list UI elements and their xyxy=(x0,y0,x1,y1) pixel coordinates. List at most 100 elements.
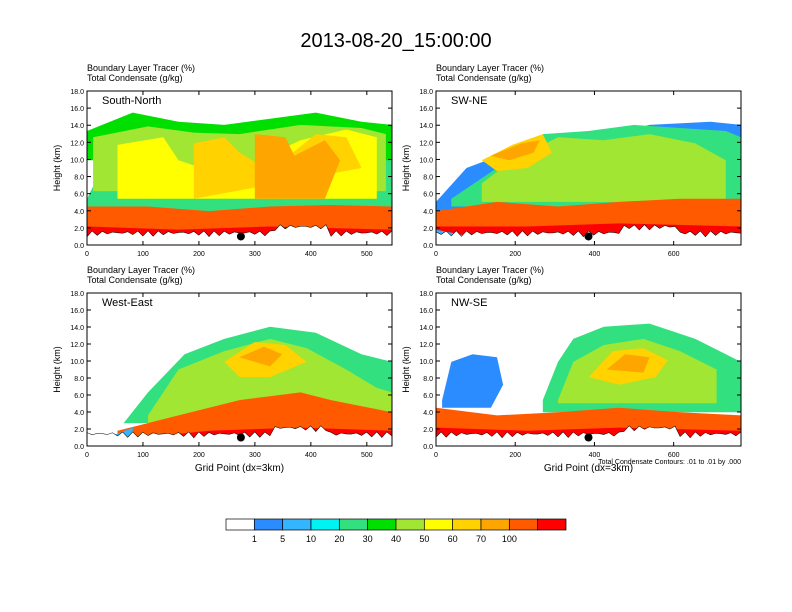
colorbar-swatch xyxy=(480,518,510,531)
location-marker xyxy=(584,433,593,442)
y-tick-label: 4.0 xyxy=(423,410,433,417)
panel-left-title: Total Condensate (g/kg) xyxy=(87,275,183,285)
colorbar-swatch xyxy=(395,518,425,531)
location-marker xyxy=(236,232,245,241)
field-shading xyxy=(436,91,741,245)
x-tick-label: 300 xyxy=(249,452,261,459)
x-tick-label: 600 xyxy=(668,251,680,258)
colorbar-label: 1 xyxy=(252,534,257,544)
colorbar-swatch xyxy=(508,518,539,531)
panel-left-title: Total Condensate (g/kg) xyxy=(87,73,183,83)
field-shading xyxy=(87,293,392,446)
x-tick-label: 500 xyxy=(361,251,373,258)
panel-left-title: Boundary Layer Tracer (%) xyxy=(436,265,544,275)
y-tick-label: 2.0 xyxy=(423,427,433,434)
panel-west-east: Boundary Layer Tracer (%)Total Condensat… xyxy=(52,265,393,474)
x-tick-label: 400 xyxy=(305,251,317,258)
colorbar-label: 10 xyxy=(306,534,316,544)
y-tick-label: 8.0 xyxy=(74,376,84,383)
y-tick-label: 12.0 xyxy=(419,342,433,349)
colorbar-swatch xyxy=(310,518,340,531)
y-tick-label: 8.0 xyxy=(423,376,433,383)
y-tick-label: 10.0 xyxy=(70,359,84,366)
panel-left-title: Boundary Layer Tracer (%) xyxy=(87,63,195,73)
y-tick-label: 10.0 xyxy=(419,359,433,366)
field-contour-band xyxy=(606,354,650,373)
y-tick-label: 0.0 xyxy=(423,243,433,250)
x-tick-label: 0 xyxy=(434,251,438,258)
x-tick-label: 400 xyxy=(305,452,317,459)
colorbar-swatch xyxy=(537,518,567,531)
x-tick-label: 100 xyxy=(137,251,149,258)
y-tick-label: 16.0 xyxy=(419,106,433,113)
colorbar-label: 30 xyxy=(363,534,373,544)
plot-frame xyxy=(86,90,393,246)
y-tick-label: 16.0 xyxy=(70,106,84,113)
colorbar-swatch xyxy=(282,518,312,531)
plot-frame xyxy=(86,292,393,447)
y-tick-label: 16.0 xyxy=(419,308,433,315)
y-tick-label: 0.0 xyxy=(423,444,433,451)
y-tick-label: 12.0 xyxy=(419,140,433,147)
field-contour-band xyxy=(490,140,540,161)
y-axis-label: Height (km) xyxy=(52,145,62,192)
y-tick-label: 2.0 xyxy=(74,427,84,434)
x-tick-label: 100 xyxy=(137,452,149,459)
y-tick-label: 14.0 xyxy=(70,123,84,130)
field-contour-band xyxy=(442,354,504,408)
y-tick-label: 12.0 xyxy=(70,140,84,147)
panel-left-title: Total Condensate (g/kg) xyxy=(436,73,532,83)
contour-footnote: Total Condensate Contours: .01 to .01 by… xyxy=(598,459,741,466)
x-tick-label: 600 xyxy=(668,452,680,459)
x-tick-label: 0 xyxy=(85,251,89,258)
x-axis-label: Grid Point (dx=3km) xyxy=(195,463,284,474)
y-axis-label: Height (km) xyxy=(52,346,62,393)
y-tick-label: 4.0 xyxy=(74,209,84,216)
y-tick-label: 6.0 xyxy=(74,192,84,199)
colorbar-label: 5 xyxy=(280,534,285,544)
colorbar-swatch xyxy=(452,518,482,531)
location-marker xyxy=(236,433,245,442)
panel-left-title: Boundary Layer Tracer (%) xyxy=(87,265,195,275)
panel-left-title: Total Condensate (g/kg) xyxy=(436,275,532,285)
y-tick-label: 6.0 xyxy=(423,393,433,400)
x-tick-label: 400 xyxy=(589,452,601,459)
y-tick-label: 18.0 xyxy=(70,89,84,96)
y-tick-label: 18.0 xyxy=(70,291,84,298)
colorbar-swatch xyxy=(253,518,284,531)
field-contour-band xyxy=(239,346,283,367)
y-tick-label: 4.0 xyxy=(74,410,84,417)
x-tick-label: 300 xyxy=(249,251,261,258)
y-tick-label: 14.0 xyxy=(419,123,433,130)
y-tick-label: 18.0 xyxy=(419,291,433,298)
y-axis-label: Height (km) xyxy=(401,145,411,192)
x-tick-label: 200 xyxy=(193,452,205,459)
y-tick-label: 0.0 xyxy=(74,444,84,451)
colorbar-label: 100 xyxy=(502,534,517,544)
y-tick-label: 10.0 xyxy=(70,157,84,164)
x-tick-label: 0 xyxy=(434,452,438,459)
panel-label: South-North xyxy=(102,95,161,107)
x-tick-label: 200 xyxy=(193,251,205,258)
panel-nw-se: Boundary Layer Tracer (%)Total Condensat… xyxy=(401,265,742,474)
field-contour-band xyxy=(254,134,341,199)
y-tick-label: 0.0 xyxy=(74,243,84,250)
x-axis-label: Grid Point (dx=3km) xyxy=(544,463,633,474)
colorbar-label: 60 xyxy=(448,534,458,544)
colorbar-label: 50 xyxy=(419,534,429,544)
panel-left-title: Boundary Layer Tracer (%) xyxy=(436,63,544,73)
plot-frame xyxy=(435,292,742,447)
y-tick-label: 6.0 xyxy=(423,192,433,199)
page-title: 2013-08-20_15:00:00 xyxy=(300,30,492,52)
y-tick-label: 16.0 xyxy=(70,308,84,315)
colorbar-label: 40 xyxy=(391,534,401,544)
y-tick-label: 10.0 xyxy=(419,157,433,164)
y-tick-label: 12.0 xyxy=(70,342,84,349)
panel-label: West-East xyxy=(102,297,153,309)
x-tick-label: 0 xyxy=(85,452,89,459)
field-shading xyxy=(436,293,741,446)
colorbar-swatch xyxy=(225,518,255,531)
x-tick-label: 200 xyxy=(509,251,521,258)
y-tick-label: 8.0 xyxy=(74,175,84,182)
